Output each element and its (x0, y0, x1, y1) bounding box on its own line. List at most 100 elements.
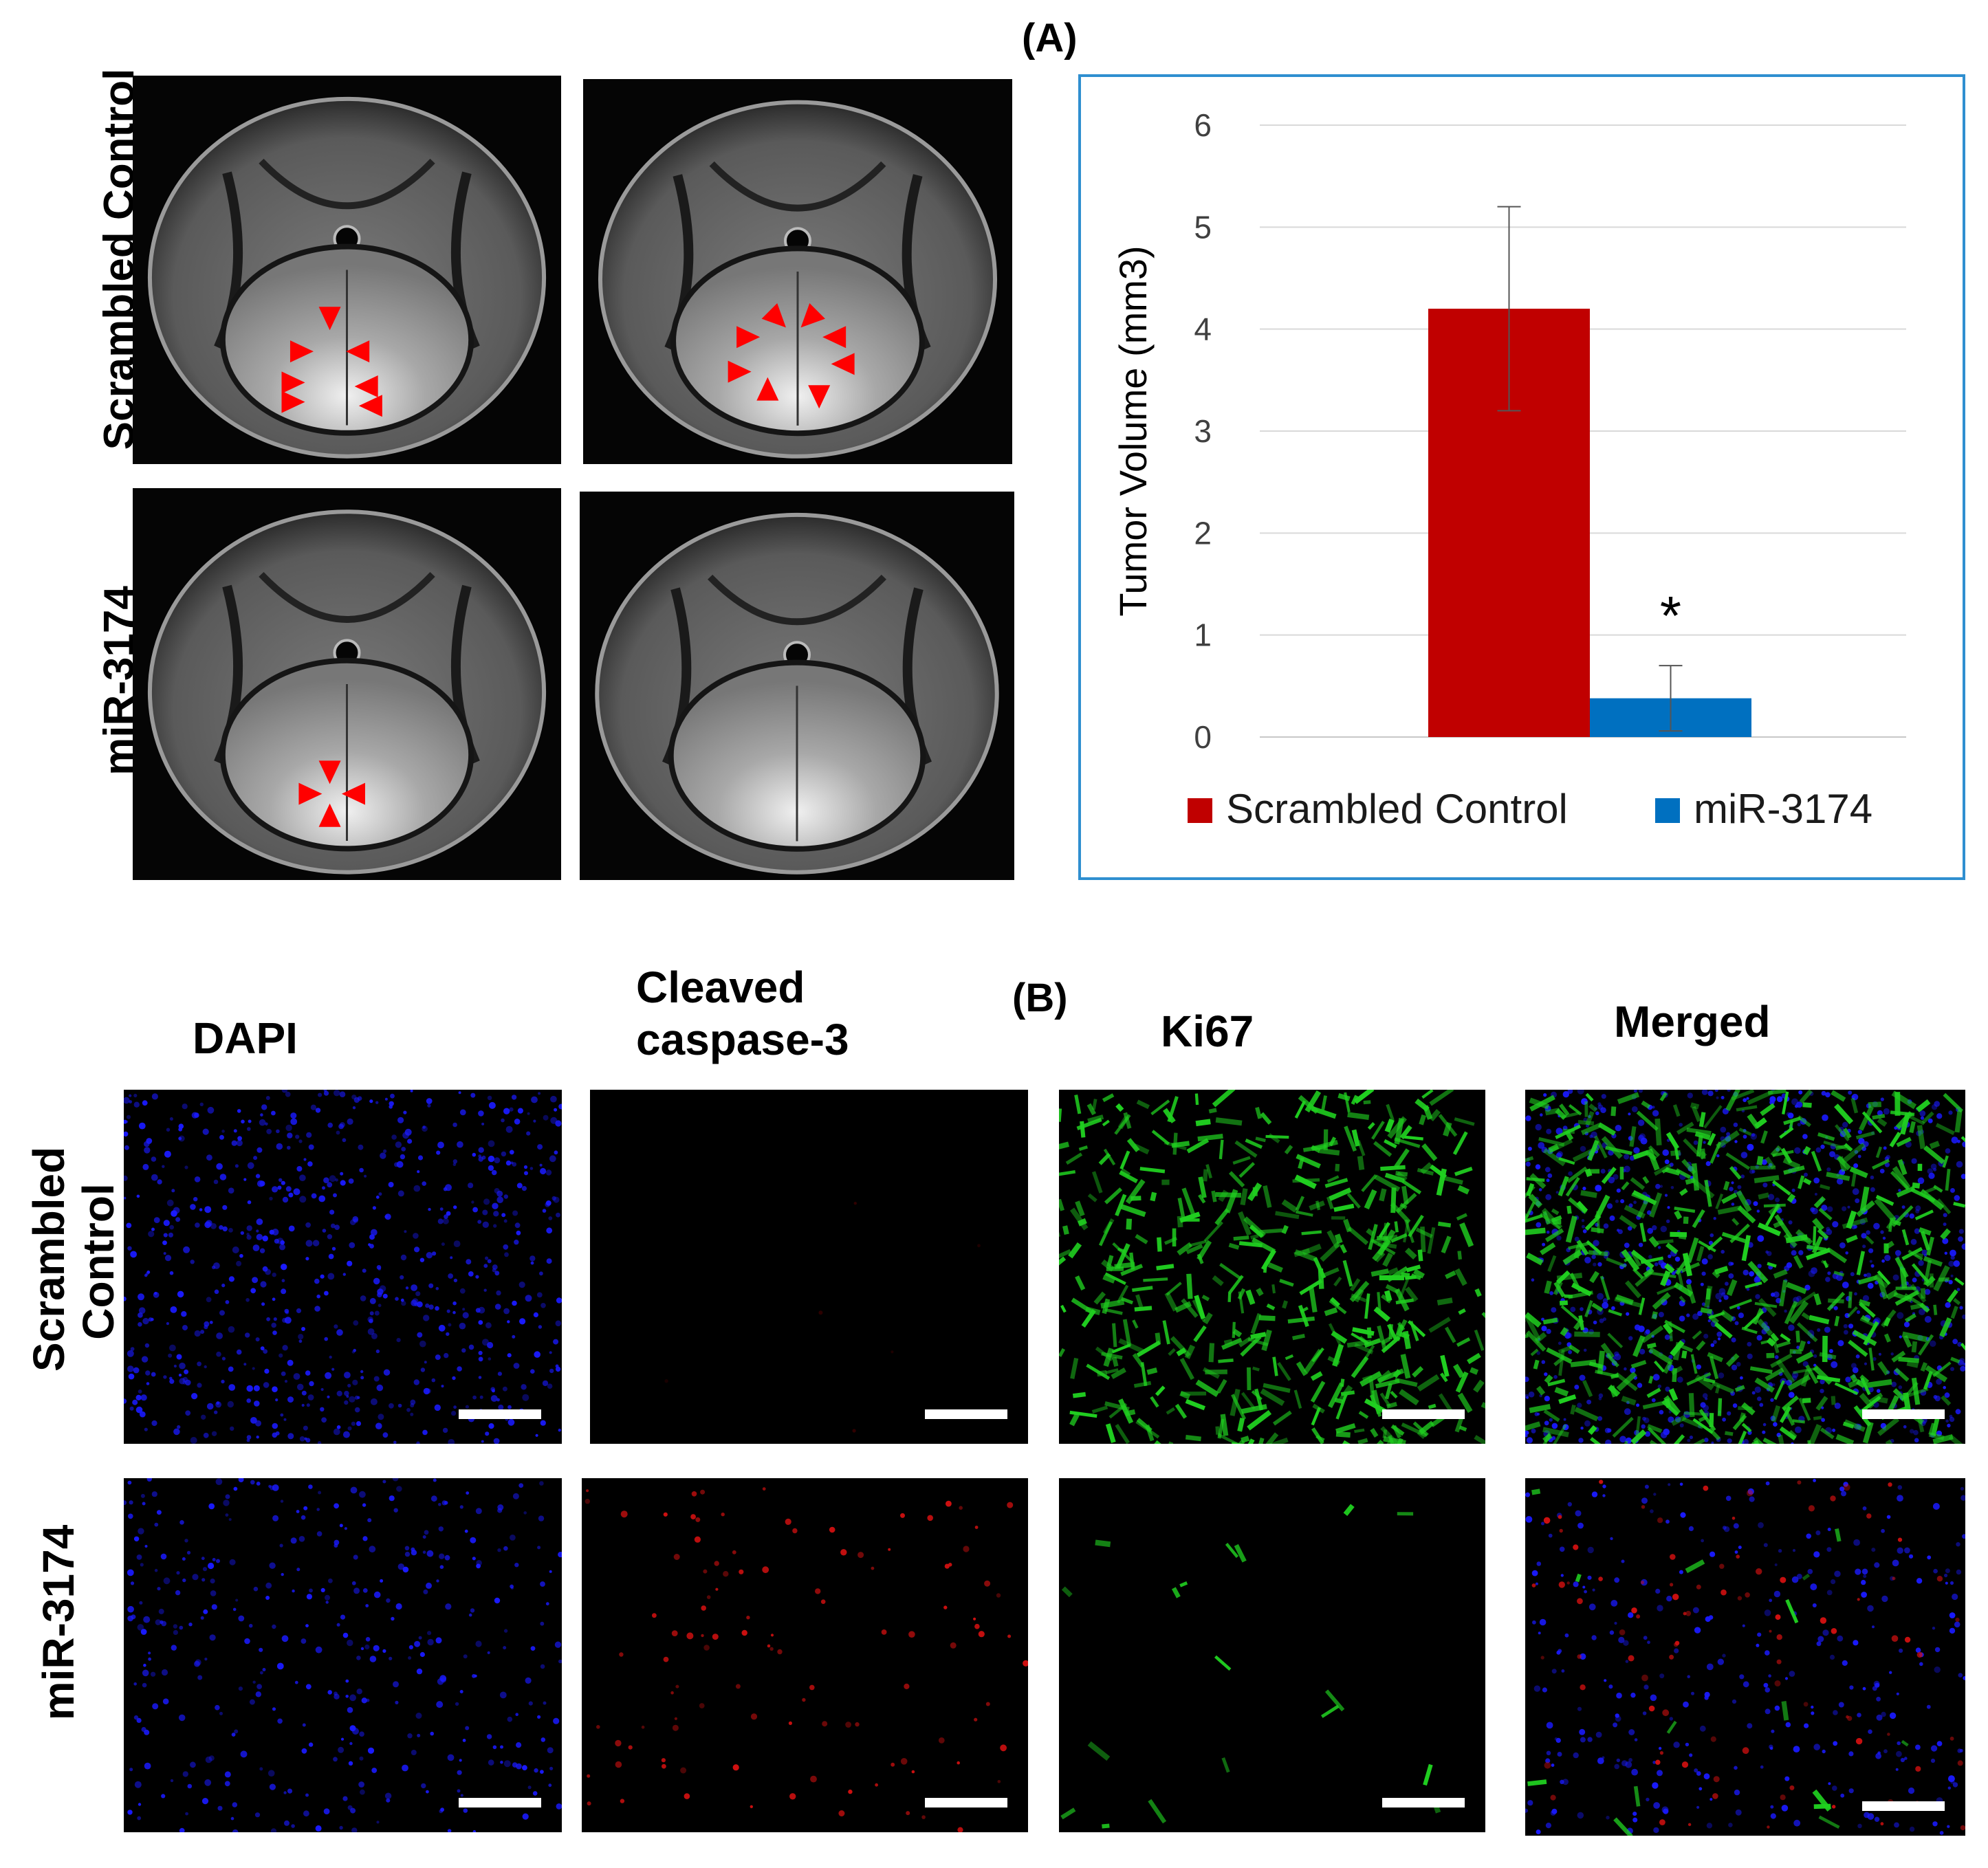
ki67-streak (1632, 1150, 1649, 1160)
nucleus-dot (1876, 1389, 1881, 1393)
nucleus-dot (329, 1175, 336, 1183)
ki67-streak (1373, 1234, 1398, 1244)
nucleus-dot (281, 1180, 285, 1185)
nucleus-dot (1884, 1255, 1891, 1262)
ki67-streak (1401, 1185, 1409, 1205)
ki67-streak (1747, 1090, 1774, 1105)
nucleus-dot (1876, 1714, 1883, 1721)
nucleus-dot (1820, 1379, 1825, 1385)
nucleus-dot (303, 1158, 307, 1161)
nucleus-dot (1789, 1671, 1795, 1677)
ki67-streak (1185, 1434, 1201, 1442)
nucleus-dot (465, 1405, 469, 1409)
nucleus-dot (317, 1441, 322, 1444)
ki67-streak (1601, 1136, 1623, 1159)
nucleus-dot (1525, 1394, 1529, 1398)
nucleus-dot (213, 1179, 219, 1185)
nucleus-dot (1619, 1301, 1625, 1306)
nucleus-dot (1883, 1146, 1887, 1150)
nucleus-dot (1653, 1802, 1660, 1809)
ki67-streak (1893, 1292, 1912, 1302)
nucleus-dot (1861, 1146, 1866, 1152)
ki67-streak (1186, 1244, 1203, 1255)
nucleus-dot (232, 1246, 239, 1253)
nucleus-dot (1531, 1278, 1535, 1282)
nucleus-dot (354, 1395, 359, 1400)
nucleus-dot (1696, 1364, 1701, 1370)
nucleus-dot (328, 1253, 334, 1260)
nucleus-dot (1908, 1787, 1915, 1794)
caspase-dot (723, 1571, 729, 1577)
nucleus-dot (124, 1196, 127, 1200)
nucleus-dot (334, 1543, 338, 1548)
ki67-streak (1251, 1390, 1263, 1401)
nucleus-dot (389, 1495, 395, 1502)
nucleus-dot (507, 1405, 512, 1409)
nucleus-dot (538, 1515, 545, 1521)
nucleus-dot (1687, 1438, 1691, 1442)
nucleus-dot (142, 1100, 148, 1106)
ki67-streak (1859, 1299, 1871, 1307)
nucleus-dot (124, 1131, 129, 1137)
nucleus-dot (1821, 1418, 1825, 1422)
ki67-streak (1591, 1302, 1604, 1312)
ki67-streak (1208, 1108, 1217, 1114)
ki67-streak (1371, 1389, 1382, 1414)
caspase-dot (1577, 1654, 1582, 1659)
nucleus-dot (1526, 1437, 1533, 1444)
ki67-streak (1217, 1418, 1225, 1439)
nucleus-dot (1927, 1555, 1932, 1560)
nucleus-dot (1555, 1191, 1559, 1194)
nucleus-dot (1874, 1562, 1880, 1568)
nucleus-dot (1770, 1398, 1774, 1402)
caspase-dot (963, 1546, 970, 1552)
nucleus-dot (1579, 1374, 1586, 1381)
ki67-streak (1568, 1242, 1590, 1250)
ki67-streak (1584, 1101, 1588, 1117)
nucleus-dot (1934, 1666, 1941, 1673)
nucleus-dot (259, 1180, 265, 1187)
ki67-streak (1707, 1352, 1723, 1363)
nucleus-dot (1754, 1386, 1761, 1393)
caspase-dot (701, 1605, 706, 1611)
ki67-streak (1177, 1216, 1183, 1228)
nucleus-dot (281, 1090, 288, 1093)
nucleus-dot (1914, 1228, 1920, 1234)
caspase-dot (1659, 1751, 1663, 1755)
nucleus-dot (353, 1320, 359, 1326)
ki67-streak (1467, 1352, 1481, 1365)
nucleus-dot (1890, 1352, 1894, 1356)
ki67-streak (1256, 1288, 1264, 1297)
nucleus-dot (315, 1646, 323, 1653)
nucleus-dot (333, 1428, 340, 1436)
nucleus-dot (497, 1372, 503, 1376)
nucleus-dot (142, 1317, 149, 1325)
nucleus-dot (488, 1140, 495, 1147)
nucleus-dot (1703, 1773, 1710, 1780)
nucleus-dot (1700, 1402, 1706, 1408)
nucleus-dot (376, 1821, 380, 1824)
ki67-streak (1281, 1199, 1298, 1213)
ki67-streak (1245, 1438, 1255, 1444)
ki67-streak (1950, 1356, 1960, 1364)
ki67-streak (1818, 1815, 1840, 1829)
nucleus-dot (1797, 1123, 1801, 1127)
nucleus-dot (1945, 1568, 1950, 1574)
caspase-dot (1628, 1655, 1635, 1662)
ki67-streak (1252, 1187, 1258, 1196)
nucleus-dot (1944, 1392, 1950, 1398)
nucleus-dot (371, 1332, 378, 1339)
nucleus-dot (327, 1182, 333, 1188)
caspase-dot (1745, 1592, 1750, 1598)
nucleus-dot (494, 1188, 500, 1194)
ki67-streak (1098, 1152, 1111, 1165)
nucleus-dot (1757, 1235, 1765, 1242)
ki67-streak (1594, 1194, 1610, 1220)
ki67-streak (1392, 1369, 1401, 1378)
nucleus-dot (478, 1376, 482, 1379)
ki67-streak (1401, 1422, 1428, 1438)
nucleus-dot (1919, 1110, 1926, 1117)
nucleus-dot (1637, 1383, 1643, 1388)
nucleus-dot (138, 1389, 142, 1394)
ki67-streak (1919, 1227, 1932, 1236)
